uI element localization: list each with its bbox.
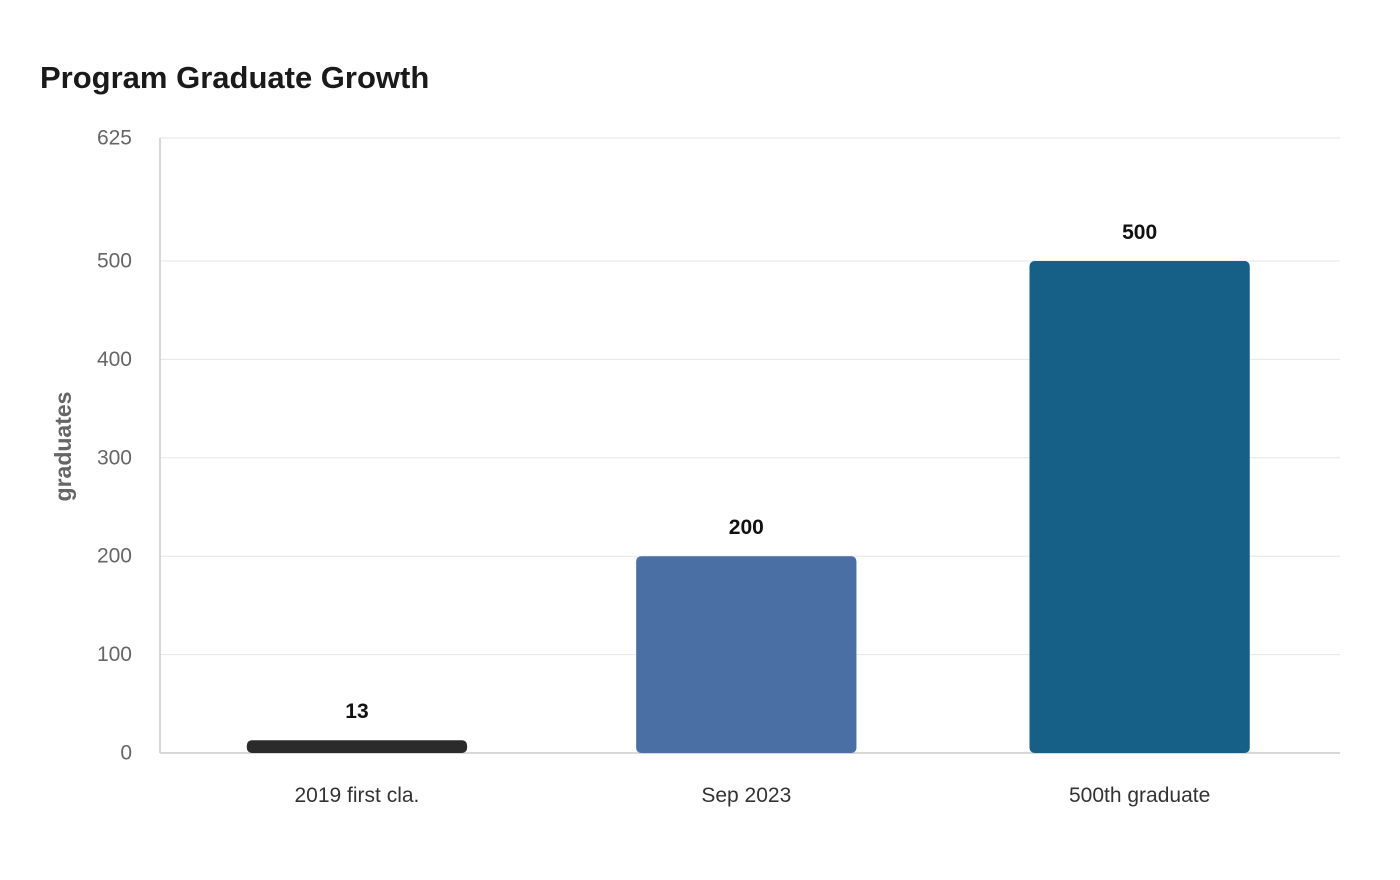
y-tick-label-400: 400 [97, 348, 132, 371]
x-tick-label-3: 500th graduate [1069, 784, 1210, 807]
x-tick-label-1: 2019 first cla. [295, 784, 420, 807]
y-tick-label-200: 200 [97, 545, 132, 568]
data-label-2: 200 [729, 516, 764, 539]
bars [246, 261, 1250, 753]
data-label-1: 13 [345, 700, 368, 723]
bar-3 [1029, 261, 1250, 753]
y-tick-label-0: 0 [120, 742, 132, 765]
data-label-3: 500 [1122, 221, 1157, 244]
y-axis-ticks: 0 100 200 300 400 500 625 [97, 127, 132, 765]
y-tick-label-100: 100 [97, 643, 132, 666]
x-axis-ticks: 2019 first cla. Sep 2023 500th graduate [295, 784, 1211, 807]
y-tick-label-500: 500 [97, 250, 132, 273]
data-labels: 13 200 500 [345, 221, 1157, 723]
chart-title: Program Graduate Growth [40, 60, 430, 95]
bar-1 [246, 740, 468, 753]
bar-2 [636, 556, 857, 753]
y-tick-label-300: 300 [97, 446, 132, 469]
y-axis-title: graduates [50, 392, 76, 502]
y-tick-label-625: 625 [97, 127, 132, 150]
x-tick-label-2: Sep 2023 [701, 784, 791, 807]
